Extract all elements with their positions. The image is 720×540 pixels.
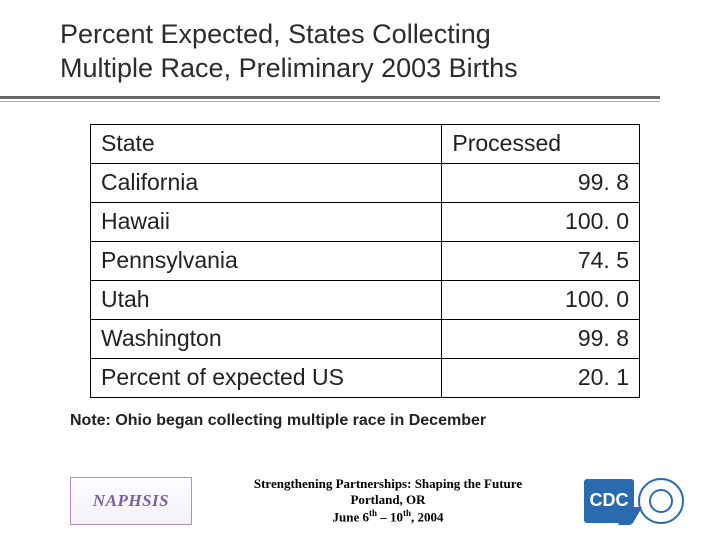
col-header-state: State [91,124,442,163]
cell-processed: 100. 0 [442,202,640,241]
data-table-wrap: State Processed California 99. 8 Hawaii … [90,124,640,398]
data-table: State Processed California 99. 8 Hawaii … [90,124,640,398]
cell-processed: 74. 5 [442,241,640,280]
footer: NAPHSIS Strengthening Partnerships: Shap… [0,476,720,526]
cell-state: Pennsylvania [91,241,442,280]
cell-processed: 99. 8 [442,163,640,202]
slide-title: Percent Expected, States Collecting Mult… [0,0,720,94]
cell-state: Percent of expected US [91,358,442,397]
naphsis-logo-text: NAPHSIS [93,491,169,511]
cdc-logo-text: CDC [590,490,629,511]
footer-line-1: Strengthening Partnerships: Shaping the … [192,476,584,492]
naphsis-logo: NAPHSIS [70,477,192,525]
table-header-row: State Processed [91,124,640,163]
table-row: Utah 100. 0 [91,280,640,319]
table-row: Pennsylvania 74. 5 [91,241,640,280]
cell-processed: 20. 1 [442,358,640,397]
cell-processed: 100. 0 [442,280,640,319]
footer-center-text: Strengthening Partnerships: Shaping the … [192,476,584,526]
cell-processed: 99. 8 [442,319,640,358]
cell-state: Washington [91,319,442,358]
footer-line-3: June 6th – 10th, 2004 [192,508,584,526]
title-underline [0,96,720,102]
table-row: Washington 99. 8 [91,319,640,358]
title-line-1: Percent Expected, States Collecting [60,19,491,49]
cdc-logo: CDC [584,478,686,524]
cell-state: Hawaii [91,202,442,241]
table-row: California 99. 8 [91,163,640,202]
table-row: Hawaii 100. 0 [91,202,640,241]
cdc-logo-block: CDC [584,479,634,523]
col-header-processed: Processed [442,124,640,163]
cell-state: California [91,163,442,202]
footnote: Note: Ohio began collecting multiple rac… [70,412,660,430]
title-line-2: Multiple Race, Preliminary 2003 Births [60,53,518,83]
cell-state: Utah [91,280,442,319]
table-row: Percent of expected US 20. 1 [91,358,640,397]
cdc-logo-ring-icon [638,478,684,524]
footer-line-2: Portland, OR [192,492,584,508]
